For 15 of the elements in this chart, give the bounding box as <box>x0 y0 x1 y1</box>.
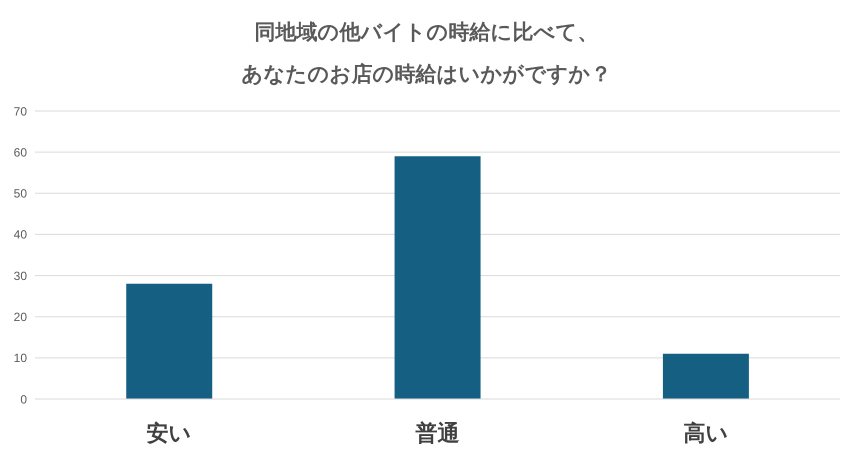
bar <box>662 354 749 399</box>
chart-title: 同地域の他バイトの時給に比べて、あなたのお店の時給はいかがですか？ <box>240 20 612 88</box>
bar <box>126 284 212 399</box>
y-tick-label: 40 <box>14 228 28 242</box>
y-tick-label: 30 <box>14 268 28 283</box>
y-tick-label: 0 <box>20 392 28 406</box>
y-tick-label: 50 <box>14 186 28 201</box>
y-tick-label: 10 <box>14 351 28 366</box>
y-tick-label: 70 <box>14 104 28 118</box>
y-tick-label: 20 <box>14 310 28 324</box>
y-tick-label: 60 <box>14 145 28 160</box>
x-tick-label: 安い <box>146 420 192 446</box>
bar <box>394 156 481 399</box>
x-tick-label: 高い <box>683 420 728 446</box>
x-tick-label: 普通 <box>414 420 460 446</box>
